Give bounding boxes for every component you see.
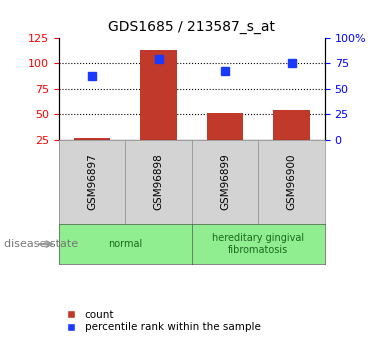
Title: GDS1685 / 213587_s_at: GDS1685 / 213587_s_at <box>108 20 276 34</box>
Legend: count, percentile rank within the sample: count, percentile rank within the sample <box>57 305 265 336</box>
Text: normal: normal <box>108 239 142 249</box>
Text: GSM96900: GSM96900 <box>287 154 297 210</box>
Bar <box>207 113 244 140</box>
Bar <box>140 50 177 140</box>
Text: GSM96897: GSM96897 <box>87 154 97 210</box>
Text: GSM96898: GSM96898 <box>154 154 164 210</box>
Text: GSM96899: GSM96899 <box>220 154 230 210</box>
Bar <box>273 110 310 140</box>
Bar <box>74 138 111 140</box>
Text: disease state: disease state <box>4 239 78 249</box>
Text: hereditary gingival
fibromatosis: hereditary gingival fibromatosis <box>212 233 304 255</box>
